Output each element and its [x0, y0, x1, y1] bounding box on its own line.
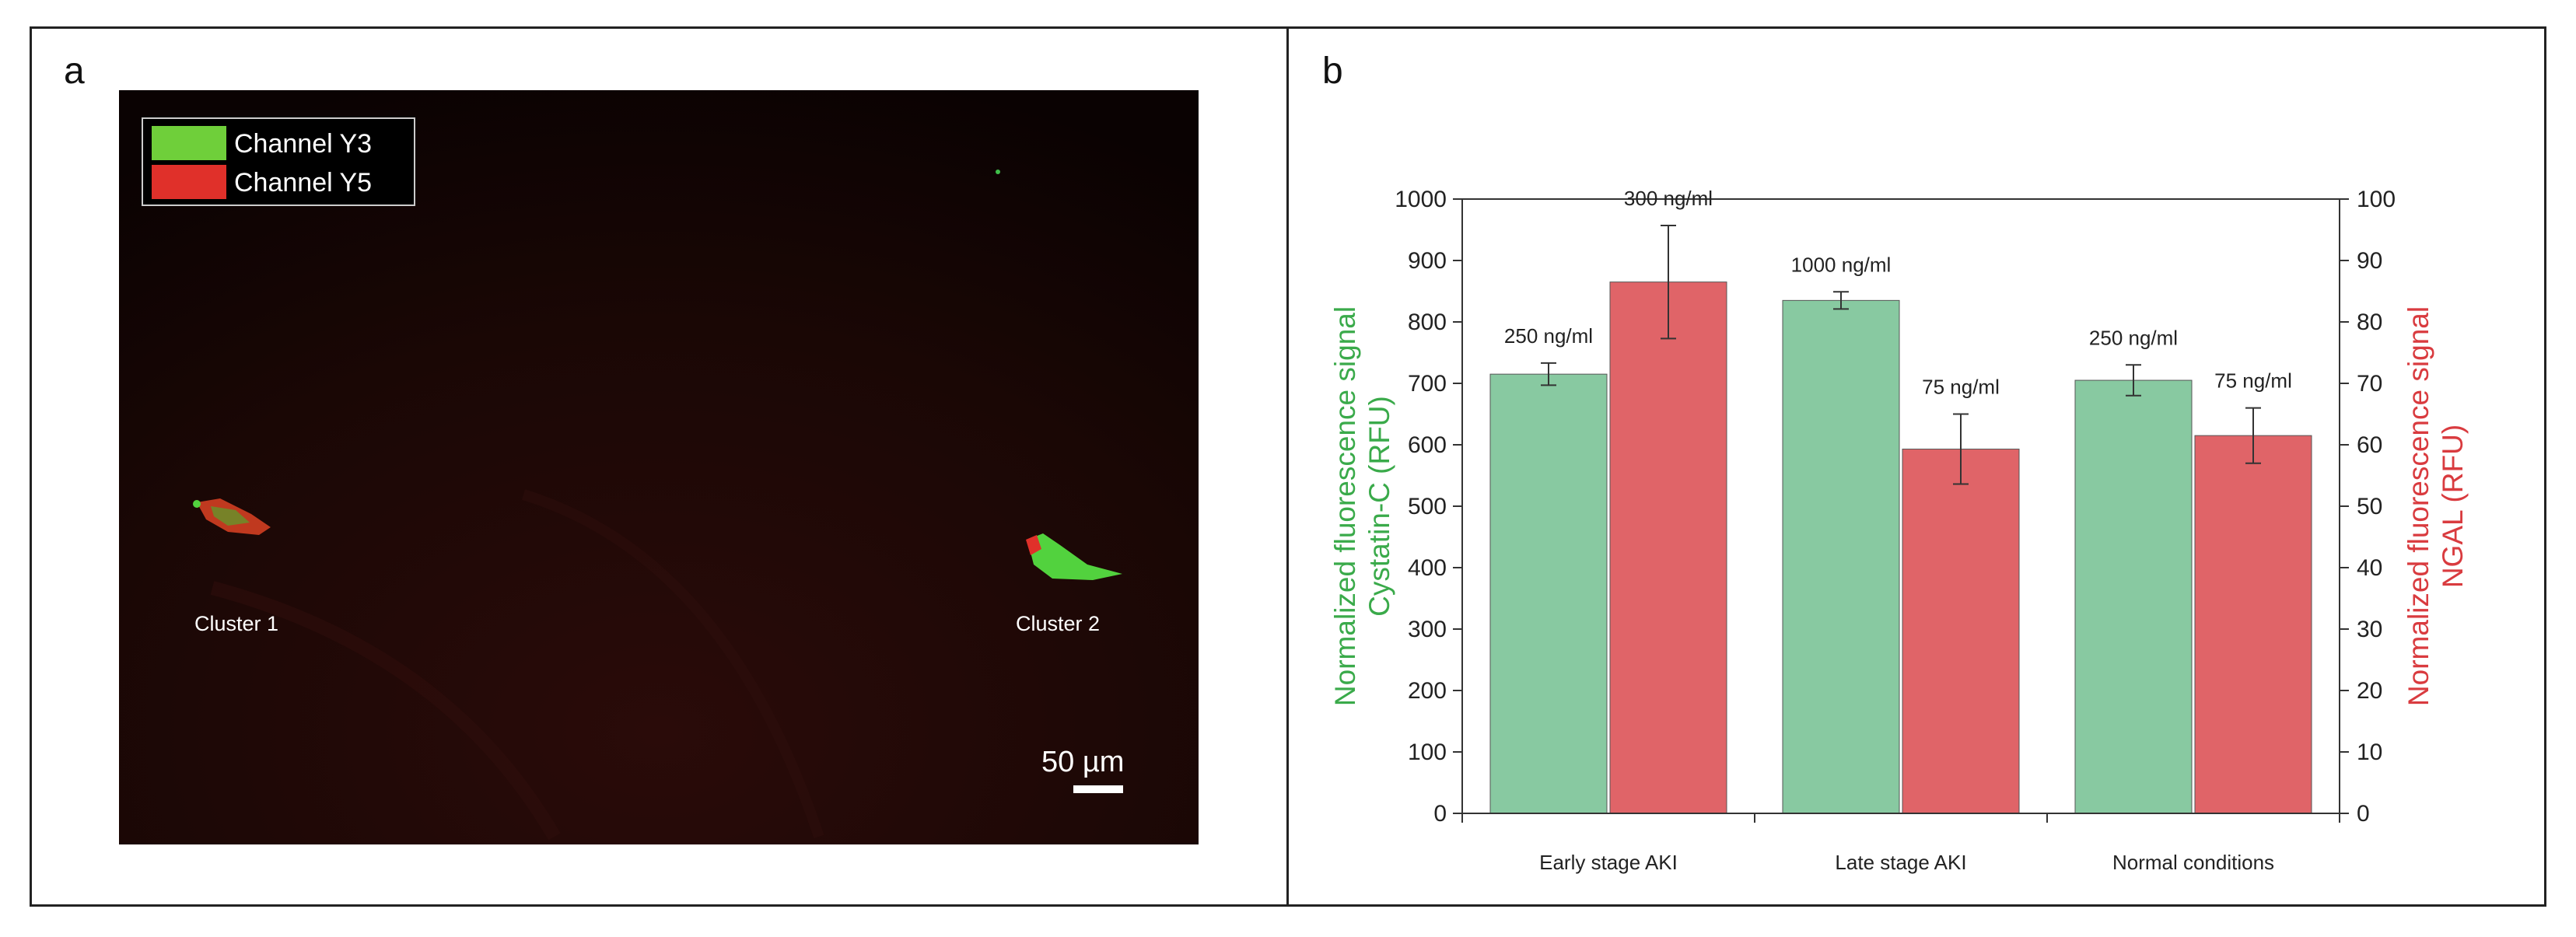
- panel-b-letter: b: [1322, 51, 1343, 92]
- y-right-tick-label: 90: [2357, 248, 2382, 274]
- micrograph-legend: Channel Y3 Channel Y5: [142, 117, 415, 206]
- y-right-tick-label: 30: [2357, 617, 2382, 642]
- y-right-tick-label: 0: [2357, 801, 2370, 827]
- y-left-tick-label: 400: [1408, 555, 1447, 581]
- data-label-left-1: 1000 ng/ml: [1791, 253, 1892, 276]
- cluster-1-green-region: [211, 506, 250, 526]
- y-left-tick-label: 200: [1408, 678, 1447, 704]
- data-label-right-0: 300 ng/ml: [1624, 187, 1713, 210]
- y-right-tick-label: 40: [2357, 555, 2382, 581]
- y-left-tick-label: 1000: [1395, 187, 1447, 212]
- micrograph-image: Channel Y3 Channel Y5 Cluster 1 Cluster …: [119, 90, 1199, 844]
- x-tick-label: Normal conditions: [2112, 851, 2274, 874]
- y-left-tick-label: 0: [1433, 801, 1447, 827]
- y-left-axis-title-line2: Cystatin-C (RFU): [1363, 396, 1395, 617]
- y-left-tick-label: 500: [1408, 494, 1447, 519]
- y-right-tick-label: 50: [2357, 494, 2382, 519]
- y-left-tick-label: 600: [1408, 432, 1447, 458]
- panel-divider: [1286, 26, 1289, 907]
- cluster-2-label: Cluster 2: [1016, 612, 1100, 635]
- bar-left-1: [1782, 299, 1900, 814]
- cluster-2: Cluster 2: [1016, 533, 1122, 635]
- y-left-tick-label: 100: [1408, 739, 1447, 765]
- y-right-tick-label: 60: [2357, 432, 2382, 458]
- y-right-tick-label: 100: [2357, 187, 2396, 212]
- legend-label-channel-y5: Channel Y5: [234, 168, 372, 198]
- bar-left-0: [1489, 373, 1608, 814]
- y-right-tick-label: 10: [2357, 739, 2382, 765]
- scale-bar-label: 50 µm: [1041, 746, 1124, 778]
- data-label-left-0: 250 ng/ml: [1504, 324, 1593, 348]
- y-left-tick-label: 700: [1408, 371, 1447, 397]
- legend-swatch-channel-y3: [152, 126, 226, 160]
- y-left-tick-label: 300: [1408, 617, 1447, 642]
- y-left-axis-title-line1: Normalized fluorescence signal: [1329, 306, 1361, 706]
- cluster-1-label: Cluster 1: [194, 612, 278, 635]
- y-right-tick-label: 80: [2357, 309, 2382, 335]
- scale-bar-line: [1073, 785, 1123, 793]
- y-right-axis-title-line1: Normalized fluorescence signal: [2403, 306, 2434, 706]
- bar-right-2: [2194, 435, 2312, 814]
- bar-chart: 250 ng/ml 300 ng/ml Early stage AKI 1000 ng…: [1329, 187, 2469, 874]
- cluster-2-green-region: [1027, 533, 1122, 580]
- cluster-1-green-dot: [193, 500, 201, 508]
- scale-bar: 50 µm: [1041, 746, 1124, 793]
- bar-left-2: [2074, 379, 2193, 814]
- bar-right-1: [1902, 449, 2020, 814]
- green-speck: [996, 170, 1000, 174]
- y-left-tick-label: 900: [1408, 248, 1447, 274]
- data-label-right-2: 75 ng/ml: [2214, 369, 2292, 393]
- micrograph-background: [119, 90, 1199, 844]
- y-right-tick-label: 70: [2357, 371, 2382, 397]
- y-right-axis-title-line2: NGAL (RFU): [2437, 425, 2469, 588]
- legend-label-channel-y3: Channel Y3: [234, 129, 372, 159]
- cluster-1: Cluster 1: [193, 498, 278, 635]
- y-right-tick-label: 20: [2357, 678, 2382, 704]
- bar-right-0: [1609, 281, 1727, 814]
- x-tick-label: Early stage AKI: [1539, 851, 1678, 874]
- data-label-left-2: 250 ng/ml: [2089, 326, 2178, 349]
- y-left-tick-label: 800: [1408, 309, 1447, 335]
- legend-swatch-channel-y5: [152, 165, 226, 199]
- data-label-right-1: 75 ng/ml: [1922, 376, 2000, 399]
- cluster-2-red-region: [1026, 535, 1041, 555]
- x-tick-label: Late stage AKI: [1835, 851, 1966, 874]
- panel-a-letter: a: [64, 51, 85, 92]
- tissue-fold: [210, 581, 561, 841]
- tissue-fold: [521, 489, 824, 839]
